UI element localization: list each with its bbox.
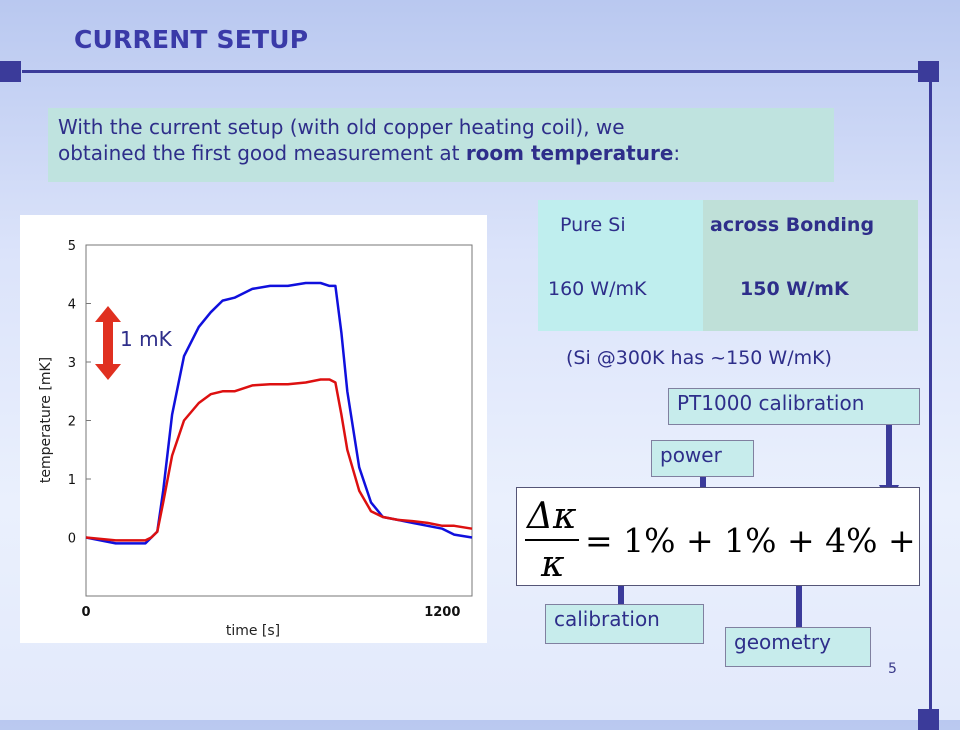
- y-tick-label: 1: [68, 473, 76, 488]
- intro-line-2-end: :: [673, 141, 681, 165]
- intro-line-2-text: obtained the first good measurement at: [58, 141, 466, 165]
- y-tick-label: 3: [68, 356, 76, 371]
- slide-title: CURRENT SETUP: [74, 25, 309, 54]
- corner-square-left: [0, 61, 21, 82]
- chart-svg: 0 1 2 3 4 5 0 1200 time [s] temperature [mK]: [38, 239, 473, 639]
- y-tick-label: 5: [68, 239, 76, 254]
- scale-arrow-icon: [95, 306, 121, 380]
- intro-text-box: With the current setup (with old copper …: [48, 108, 834, 182]
- conductivity-table: Pure Si across Bonding 160 W/mK 150 W/mK: [538, 200, 918, 331]
- table-value-bonding: 150 W/mK: [740, 278, 849, 300]
- formula-denominator: κ: [540, 544, 565, 585]
- label-geometry: geometry: [725, 627, 871, 667]
- y-tick-label: 0: [68, 532, 76, 547]
- label-calibration: calibration: [545, 604, 704, 644]
- formula-svg: Δκ κ = 1% + 1% + 4% + 2%: [525, 496, 960, 585]
- y-tick-label: 4: [68, 298, 76, 313]
- temperature-chart: 0 1 2 3 4 5 0 1200 time [s] temperature [mK]: [20, 215, 487, 643]
- table-header-pure-si: Pure Si: [560, 214, 626, 236]
- table-header-bonding: across Bonding: [710, 214, 875, 236]
- y-axis-label: temperature [mK]: [38, 357, 54, 483]
- series-line-blue: [85, 281, 473, 545]
- intro-line-1: With the current setup (with old copper …: [58, 115, 625, 139]
- reference-note: (Si @300K has ~150 W/mK): [566, 347, 832, 369]
- x-tick-label: 0: [81, 605, 90, 620]
- tick-group: 0 1 2 3 4 5 0 1200: [68, 239, 461, 620]
- x-tick-label: 1200: [424, 605, 460, 620]
- table-col-bonding: [703, 200, 918, 331]
- right-rule: [929, 72, 932, 712]
- table-col-pure-si: [538, 200, 703, 331]
- intro-line-2: obtained the first good measurement at r…: [58, 140, 824, 166]
- arrow-pt1000-shaft: [886, 425, 892, 487]
- intro-emphasis: room temperature: [465, 141, 674, 165]
- corner-square-right: [918, 61, 939, 82]
- formula-numerator: Δκ: [525, 496, 577, 537]
- formula-rhs: = 1% + 1% + 4% + 2%: [585, 521, 919, 560]
- uncertainty-formula: Δκ κ = 1% + 1% + 4% + 2%: [516, 487, 960, 586]
- series-line-red: [85, 378, 473, 542]
- page-number: 5: [888, 661, 897, 677]
- top-rule: [22, 70, 918, 73]
- series-group: [85, 281, 473, 545]
- label-pt1000-calibration: PT1000 calibration: [668, 388, 920, 425]
- x-axis-label: time [s]: [226, 623, 280, 639]
- table-value-pure-si: 160 W/mK: [548, 278, 647, 300]
- y-tick-label: 2: [68, 415, 76, 430]
- scale-label: 1 mK: [120, 327, 172, 351]
- label-power: power: [651, 440, 754, 477]
